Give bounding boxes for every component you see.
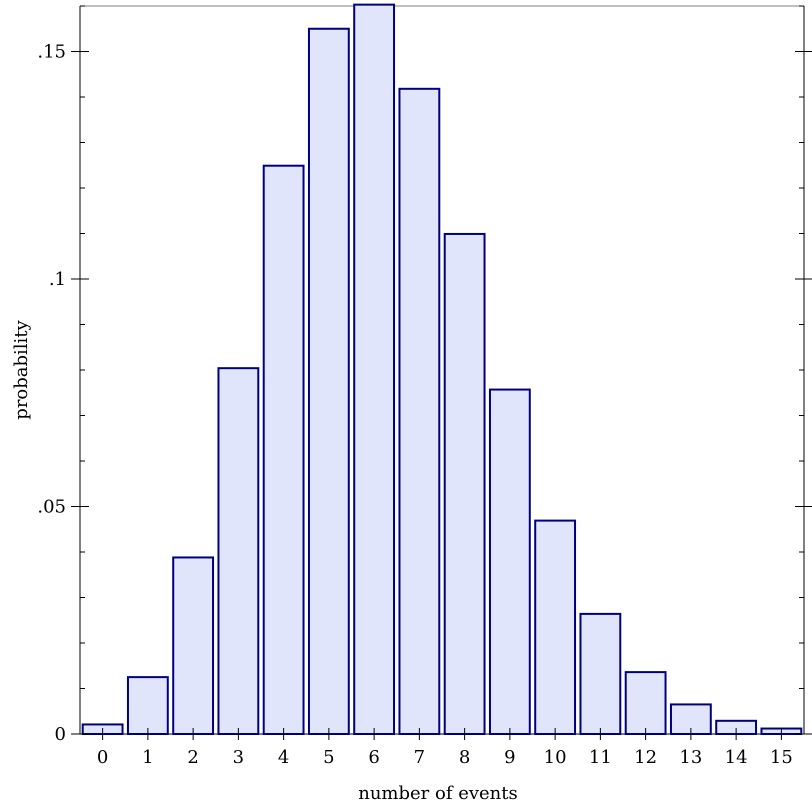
y-tick-label: .1 (49, 269, 66, 290)
bar-9 (488, 388, 531, 735)
x-tick-label: 7 (414, 747, 425, 768)
y-tick-label: .05 (37, 497, 66, 518)
x-axis-title: number of events (358, 783, 518, 804)
bar-2 (172, 556, 215, 736)
bar-11 (579, 612, 622, 736)
bar-7 (398, 87, 441, 735)
x-tick-label: 11 (589, 747, 612, 768)
bar-6 (353, 3, 396, 735)
x-tick-label: 2 (187, 747, 198, 768)
bar-12 (624, 671, 667, 735)
y-axis-title: probability (11, 319, 32, 419)
x-tick-label: 6 (368, 747, 379, 768)
x-tick-label: 8 (459, 747, 470, 768)
y-tick-label: .15 (37, 42, 66, 63)
x-tick-label: 10 (544, 747, 567, 768)
tick-labels-group: 0.05.1.150 1 2 3 4 5 6 7 8 9 10 11 12 13 14 15 (37, 42, 792, 769)
x-tick-label: 14 (725, 747, 748, 768)
x-tick-label: 1 (142, 747, 153, 768)
x-tick-label: 12 (634, 747, 657, 768)
bar-10 (534, 519, 577, 735)
bar-3 (217, 367, 260, 735)
bars-group (81, 3, 803, 736)
bar-4 (262, 164, 305, 735)
x-tick-label: 3 (233, 747, 244, 768)
y-tick-label: 0 (55, 724, 66, 745)
bar-8 (443, 232, 486, 736)
x-tick-label: 5 (323, 747, 334, 768)
ticks-group (71, 5, 812, 740)
x-tick-label: 15 (770, 747, 793, 768)
bar-5 (307, 27, 350, 735)
x-tick-label: 0 (97, 747, 108, 768)
x-tick-label: 13 (679, 747, 702, 768)
x-tick-label: 4 (278, 747, 289, 768)
bar-1 (126, 676, 169, 735)
x-tick-label: 9 (504, 747, 515, 768)
